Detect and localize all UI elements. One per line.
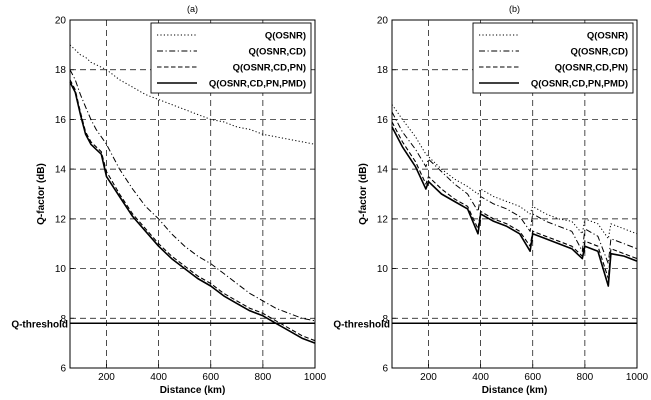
y-tick-label: 6	[382, 364, 388, 375]
y-tick-label: 16	[377, 115, 389, 126]
plot-frame	[69, 19, 316, 369]
legend-label: Q(OSNR,CD,PN,PMD)	[209, 79, 306, 90]
y-tick-label: 12	[377, 214, 389, 225]
chart-title: (b)	[509, 4, 520, 14]
x-tick-label: 1000	[626, 372, 649, 383]
legend-label: Q(OSNR,CD,PN,PMD)	[531, 79, 628, 90]
y-tick-label: 20	[55, 16, 67, 27]
x-tick-label: 800	[255, 372, 272, 383]
x-tick-label: 200	[420, 372, 437, 383]
threshold-label: Q-threshold	[11, 319, 68, 330]
y-tick-label: 18	[55, 65, 67, 76]
legend-label: Q(OSNR,CD,PN)	[555, 63, 628, 74]
series-line-q-osnr-cd-pn-pmd	[69, 81, 316, 344]
y-axis-label: Q-factor (dB)	[36, 163, 47, 225]
legend-label: Q(OSNR,CD)	[248, 47, 306, 58]
legend-label: Q(OSNR)	[587, 31, 628, 42]
y-tick-label: 12	[55, 214, 67, 225]
x-tick-label: 400	[472, 372, 489, 383]
series-line-q-osnr-cd-pn-pmd	[391, 126, 638, 287]
y-axis-label: Q-factor (dB)	[358, 163, 369, 225]
y-tick-label: 6	[60, 364, 66, 375]
x-tick-label: 600	[202, 372, 219, 383]
y-tick-label: 10	[55, 264, 67, 275]
chart-a: 200 400 600 800 1000 6 8 10 12 14 16 18 20 (a) Distanc…	[11, 4, 326, 396]
chart-title: (a)	[187, 4, 198, 14]
legend-label: Q(OSNR,CD,PN)	[233, 63, 306, 74]
x-tick-label: 200	[98, 372, 115, 383]
y-tick-label: 8	[60, 314, 66, 325]
y-tick-label: 20	[377, 16, 389, 27]
x-axis-label: Distance (km)	[160, 385, 226, 396]
threshold-label: Q-threshold	[333, 319, 390, 330]
series-line-q-osnr	[391, 104, 638, 240]
legend-label: Q(OSNR)	[265, 31, 306, 42]
legend: Q(OSNR) Q(OSNR,CD) Q(OSNR,CD,PN) Q(OSNR,CD,…	[150, 22, 312, 94]
y-tick-label: 16	[55, 115, 67, 126]
legend: Q(OSNR) Q(OSNR,CD) Q(OSNR,CD,PN) Q(OSNR,CD,…	[472, 22, 634, 94]
y-tick-label: 10	[377, 264, 389, 275]
chart-b: 200 400 600 800 1000 6 8 10 12 14 16 18 20 (b) Distanc…	[333, 4, 648, 396]
x-axis-label: Distance (km)	[482, 385, 548, 396]
y-tick-label: 8	[382, 314, 388, 325]
series-line-q-osnr-cd-pn	[69, 79, 316, 342]
x-tick-label: 400	[150, 372, 167, 383]
y-tick-label: 14	[377, 165, 389, 176]
x-tick-label: 800	[577, 372, 594, 383]
legend-label: Q(OSNR,CD)	[570, 47, 628, 58]
y-tick-label: 14	[55, 165, 67, 176]
series-line-q-osnr-cd	[69, 69, 316, 322]
series-line-q-osnr-cd-pn	[391, 121, 638, 280]
series-line-q-osnr-cd	[391, 111, 638, 265]
y-tick-label: 18	[377, 65, 389, 76]
plot-frame	[391, 19, 638, 369]
x-tick-label: 600	[524, 372, 541, 383]
x-tick-label: 1000	[304, 372, 327, 383]
